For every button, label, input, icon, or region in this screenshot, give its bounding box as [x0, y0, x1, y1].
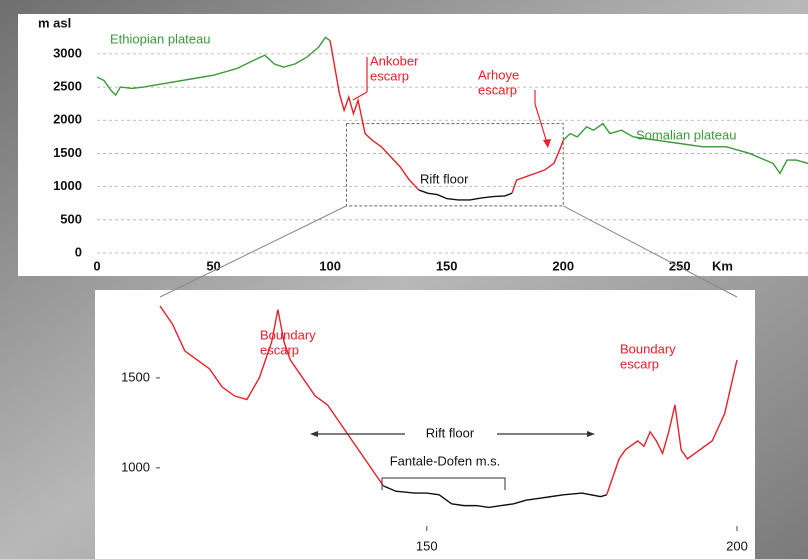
annotation: escarp [370, 68, 409, 83]
annotation: Rift floor [426, 425, 475, 440]
x-tick-label: 150 [416, 538, 438, 553]
x-axis-title: Km [712, 258, 733, 273]
x-tick-label: 200 [552, 258, 574, 273]
annotation: Ankober [370, 53, 419, 68]
x-tick-label: 0 [93, 258, 100, 273]
y-tick-label: 1000 [53, 178, 82, 193]
annotation: Ethiopian plateau [110, 31, 210, 46]
y-tick-label: 1500 [53, 145, 82, 160]
y-tick-label: 0 [75, 244, 82, 259]
annotation: Arhoye [478, 67, 519, 82]
annotation: Somalian plateau [636, 127, 736, 142]
figure: 050010001500200025003000050100150200250m… [0, 0, 808, 559]
y-tick-label: 1500 [121, 369, 150, 384]
annotation: Rift floor [420, 171, 469, 186]
annotation: escarp [620, 356, 659, 371]
y-tick-label: 3000 [53, 45, 82, 60]
annotation: escarp [260, 342, 299, 357]
x-tick-label: 150 [436, 258, 458, 273]
annotation: escarp [478, 82, 517, 97]
y-tick-label: 1000 [121, 459, 150, 474]
annotation: Fantale-Dofen m.s. [390, 453, 501, 468]
y-axis-title: m asl [38, 15, 71, 30]
annotation: Boundary [620, 341, 676, 356]
x-tick-label: 100 [319, 258, 341, 273]
annotation: Boundary [260, 327, 316, 342]
x-tick-label: 200 [726, 538, 748, 553]
y-tick-label: 2000 [53, 112, 82, 127]
y-tick-label: 2500 [53, 79, 82, 94]
y-tick-label: 500 [60, 211, 82, 226]
